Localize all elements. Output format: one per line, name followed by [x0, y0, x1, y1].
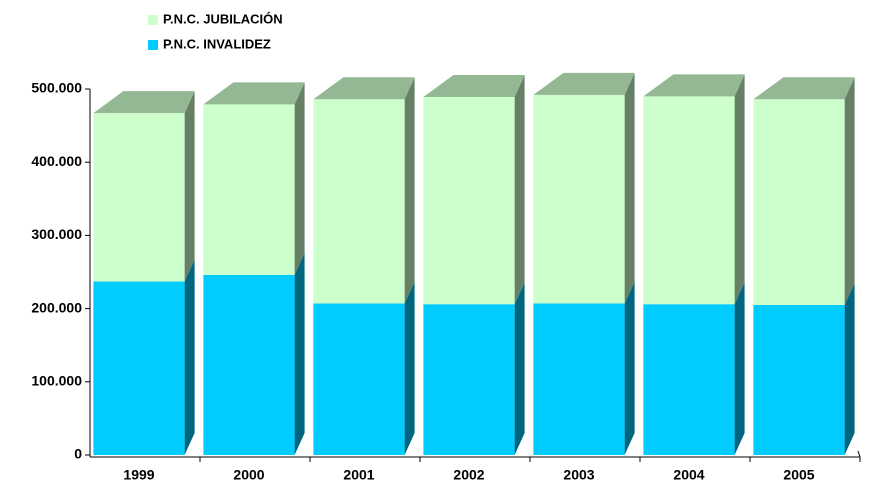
- bar-top: [203, 82, 305, 105]
- bar: [533, 94, 625, 304]
- bar-side: [734, 282, 745, 455]
- bar: [423, 97, 515, 305]
- bar-top: [423, 75, 525, 98]
- legend-swatch: [148, 40, 158, 50]
- bar: [533, 303, 625, 455]
- bar-side: [184, 91, 195, 282]
- legend-label: P.N.C. JUBILACIÓN: [163, 11, 283, 26]
- bar: [313, 303, 405, 455]
- bar-side: [514, 282, 525, 455]
- y-tick-label: 100.000: [31, 373, 82, 389]
- bar-top: [753, 77, 855, 100]
- bar: [93, 281, 185, 455]
- bar-side: [184, 259, 195, 455]
- bar-side: [624, 281, 635, 455]
- bar: [93, 113, 185, 282]
- bar: [643, 304, 735, 455]
- y-tick-label: 200.000: [31, 299, 82, 315]
- x-tick-label: 2005: [783, 467, 814, 483]
- y-tick-label: 0: [74, 446, 82, 462]
- bar: [643, 96, 735, 305]
- bar: [203, 274, 295, 455]
- bar-top: [533, 72, 635, 95]
- x-tick-label: 2003: [563, 467, 594, 483]
- bar-top: [313, 77, 415, 100]
- bar-side: [844, 282, 855, 455]
- x-tick-label: 2000: [233, 467, 264, 483]
- bar-top: [643, 74, 745, 97]
- bar-side: [734, 74, 745, 305]
- bar: [423, 304, 515, 455]
- y-tick-label: 300.000: [31, 226, 82, 242]
- x-tick-label: 1999: [123, 467, 154, 483]
- x-tick-label: 2001: [343, 467, 374, 483]
- bar-side: [514, 75, 525, 305]
- bar-side: [294, 252, 305, 455]
- bar-top: [93, 91, 195, 114]
- plot-area: 0 100.000 200.000 300.000 400.000 500.000 1999…: [31, 72, 861, 483]
- x-tick-label: 2002: [453, 467, 484, 483]
- bar-side: [294, 82, 305, 275]
- x-tick-label: 2004: [673, 467, 704, 483]
- y-tick-label: 500.000: [31, 80, 82, 96]
- bar: [753, 304, 845, 455]
- bar-side: [844, 77, 855, 305]
- legend-label: P.N.C. INVALIDEZ: [163, 36, 271, 51]
- bar-side: [404, 77, 415, 304]
- legend: P.N.C. JUBILACIÓN P.N.C. INVALIDEZ: [148, 11, 283, 51]
- bar: [203, 104, 295, 275]
- bar-side: [404, 281, 415, 455]
- y-tick-label: 400.000: [31, 153, 82, 169]
- bar-side: [624, 72, 635, 304]
- legend-swatch: [148, 15, 158, 25]
- bar: [313, 99, 405, 304]
- bar: [753, 99, 845, 305]
- x-axis-depth: [857, 450, 861, 458]
